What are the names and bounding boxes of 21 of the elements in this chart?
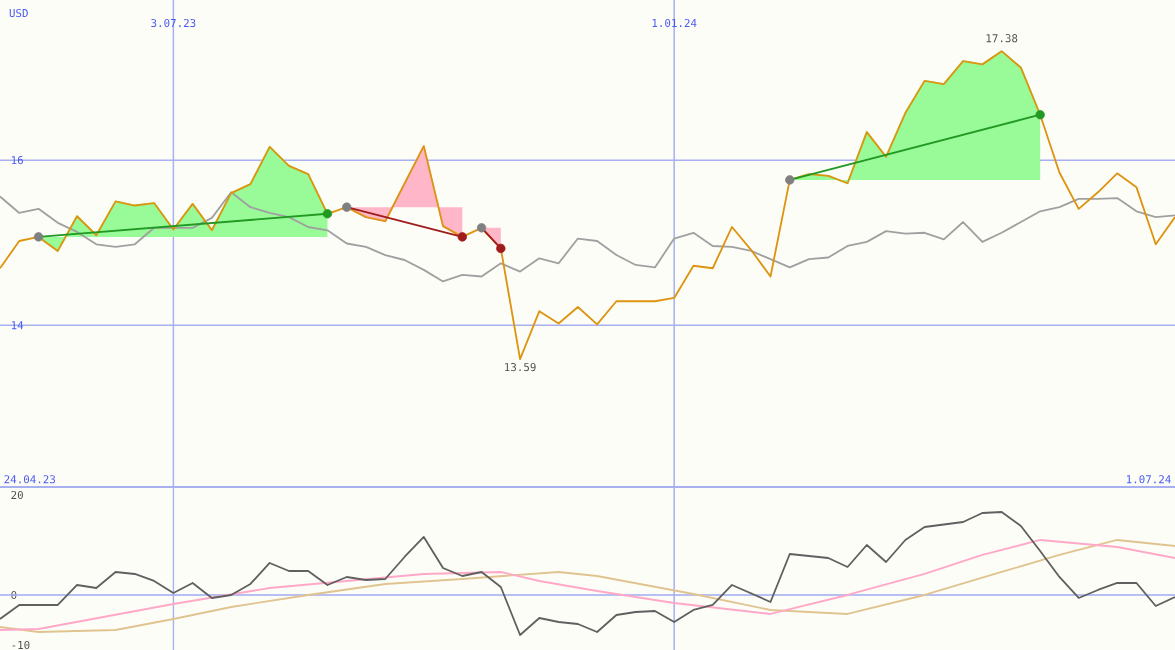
point [457,232,467,242]
annotation: 1.07.24 [1126,475,1171,484]
y-tick-label: 0 [11,590,17,600]
point [322,209,333,219]
annotation: 24.04.23 [4,475,56,484]
point [1035,110,1045,120]
y-tick-label: -10 [12,640,30,650]
x-tick-label: 1.01.24 [652,18,697,28]
y-tick-label: 20 [11,490,23,500]
point [476,223,487,233]
point [33,232,44,242]
point [496,243,506,254]
point [785,175,795,185]
annotation: 17.38 [986,34,1018,43]
y-axis-title: USD [9,8,28,18]
point [342,202,352,212]
x-tick-label: 3.07.23 [151,18,196,28]
annotation: 13.59 [505,363,536,372]
y-tick-label: 14 [11,321,24,330]
line-series [0,511,1175,636]
y-tick-label: 16 [11,156,23,165]
